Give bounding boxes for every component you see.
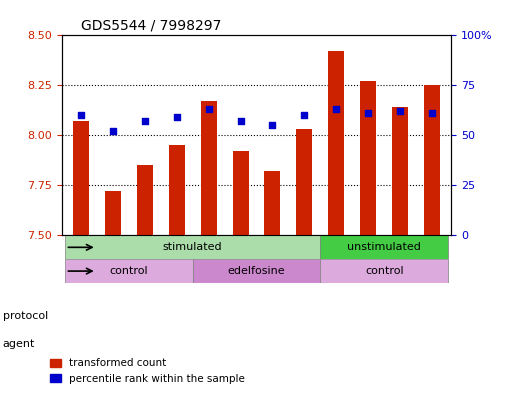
Bar [424, 85, 440, 235]
Bar [360, 81, 377, 235]
FancyBboxPatch shape [192, 259, 321, 283]
Text: protocol: protocol [3, 311, 48, 321]
Point [205, 106, 213, 112]
FancyBboxPatch shape [321, 259, 448, 283]
Bar [392, 107, 408, 235]
Text: unstimulated: unstimulated [347, 242, 421, 252]
Bar [232, 151, 248, 235]
Point [364, 110, 372, 117]
Point [76, 112, 85, 119]
Bar [169, 145, 185, 235]
Point [109, 128, 117, 134]
Text: control: control [365, 266, 404, 276]
Text: edelfosine: edelfosine [228, 266, 285, 276]
Point [141, 118, 149, 125]
FancyBboxPatch shape [65, 235, 321, 259]
Point [268, 122, 277, 129]
Text: control: control [109, 266, 148, 276]
Bar [265, 171, 281, 235]
Text: agent: agent [3, 339, 35, 349]
FancyBboxPatch shape [65, 259, 192, 283]
Legend: transformed count, percentile rank within the sample: transformed count, percentile rank withi… [46, 354, 249, 388]
Bar [105, 191, 121, 235]
Point [332, 106, 341, 112]
Bar [328, 51, 344, 235]
Point [172, 114, 181, 121]
Bar [136, 165, 153, 235]
Bar [73, 121, 89, 235]
Bar [201, 101, 216, 235]
Point [300, 112, 308, 119]
Text: stimulated: stimulated [163, 242, 223, 252]
Bar [297, 129, 312, 235]
FancyBboxPatch shape [321, 235, 448, 259]
Point [428, 110, 437, 117]
Point [396, 108, 404, 114]
Text: GDS5544 / 7998297: GDS5544 / 7998297 [81, 19, 222, 33]
Point [236, 118, 245, 125]
